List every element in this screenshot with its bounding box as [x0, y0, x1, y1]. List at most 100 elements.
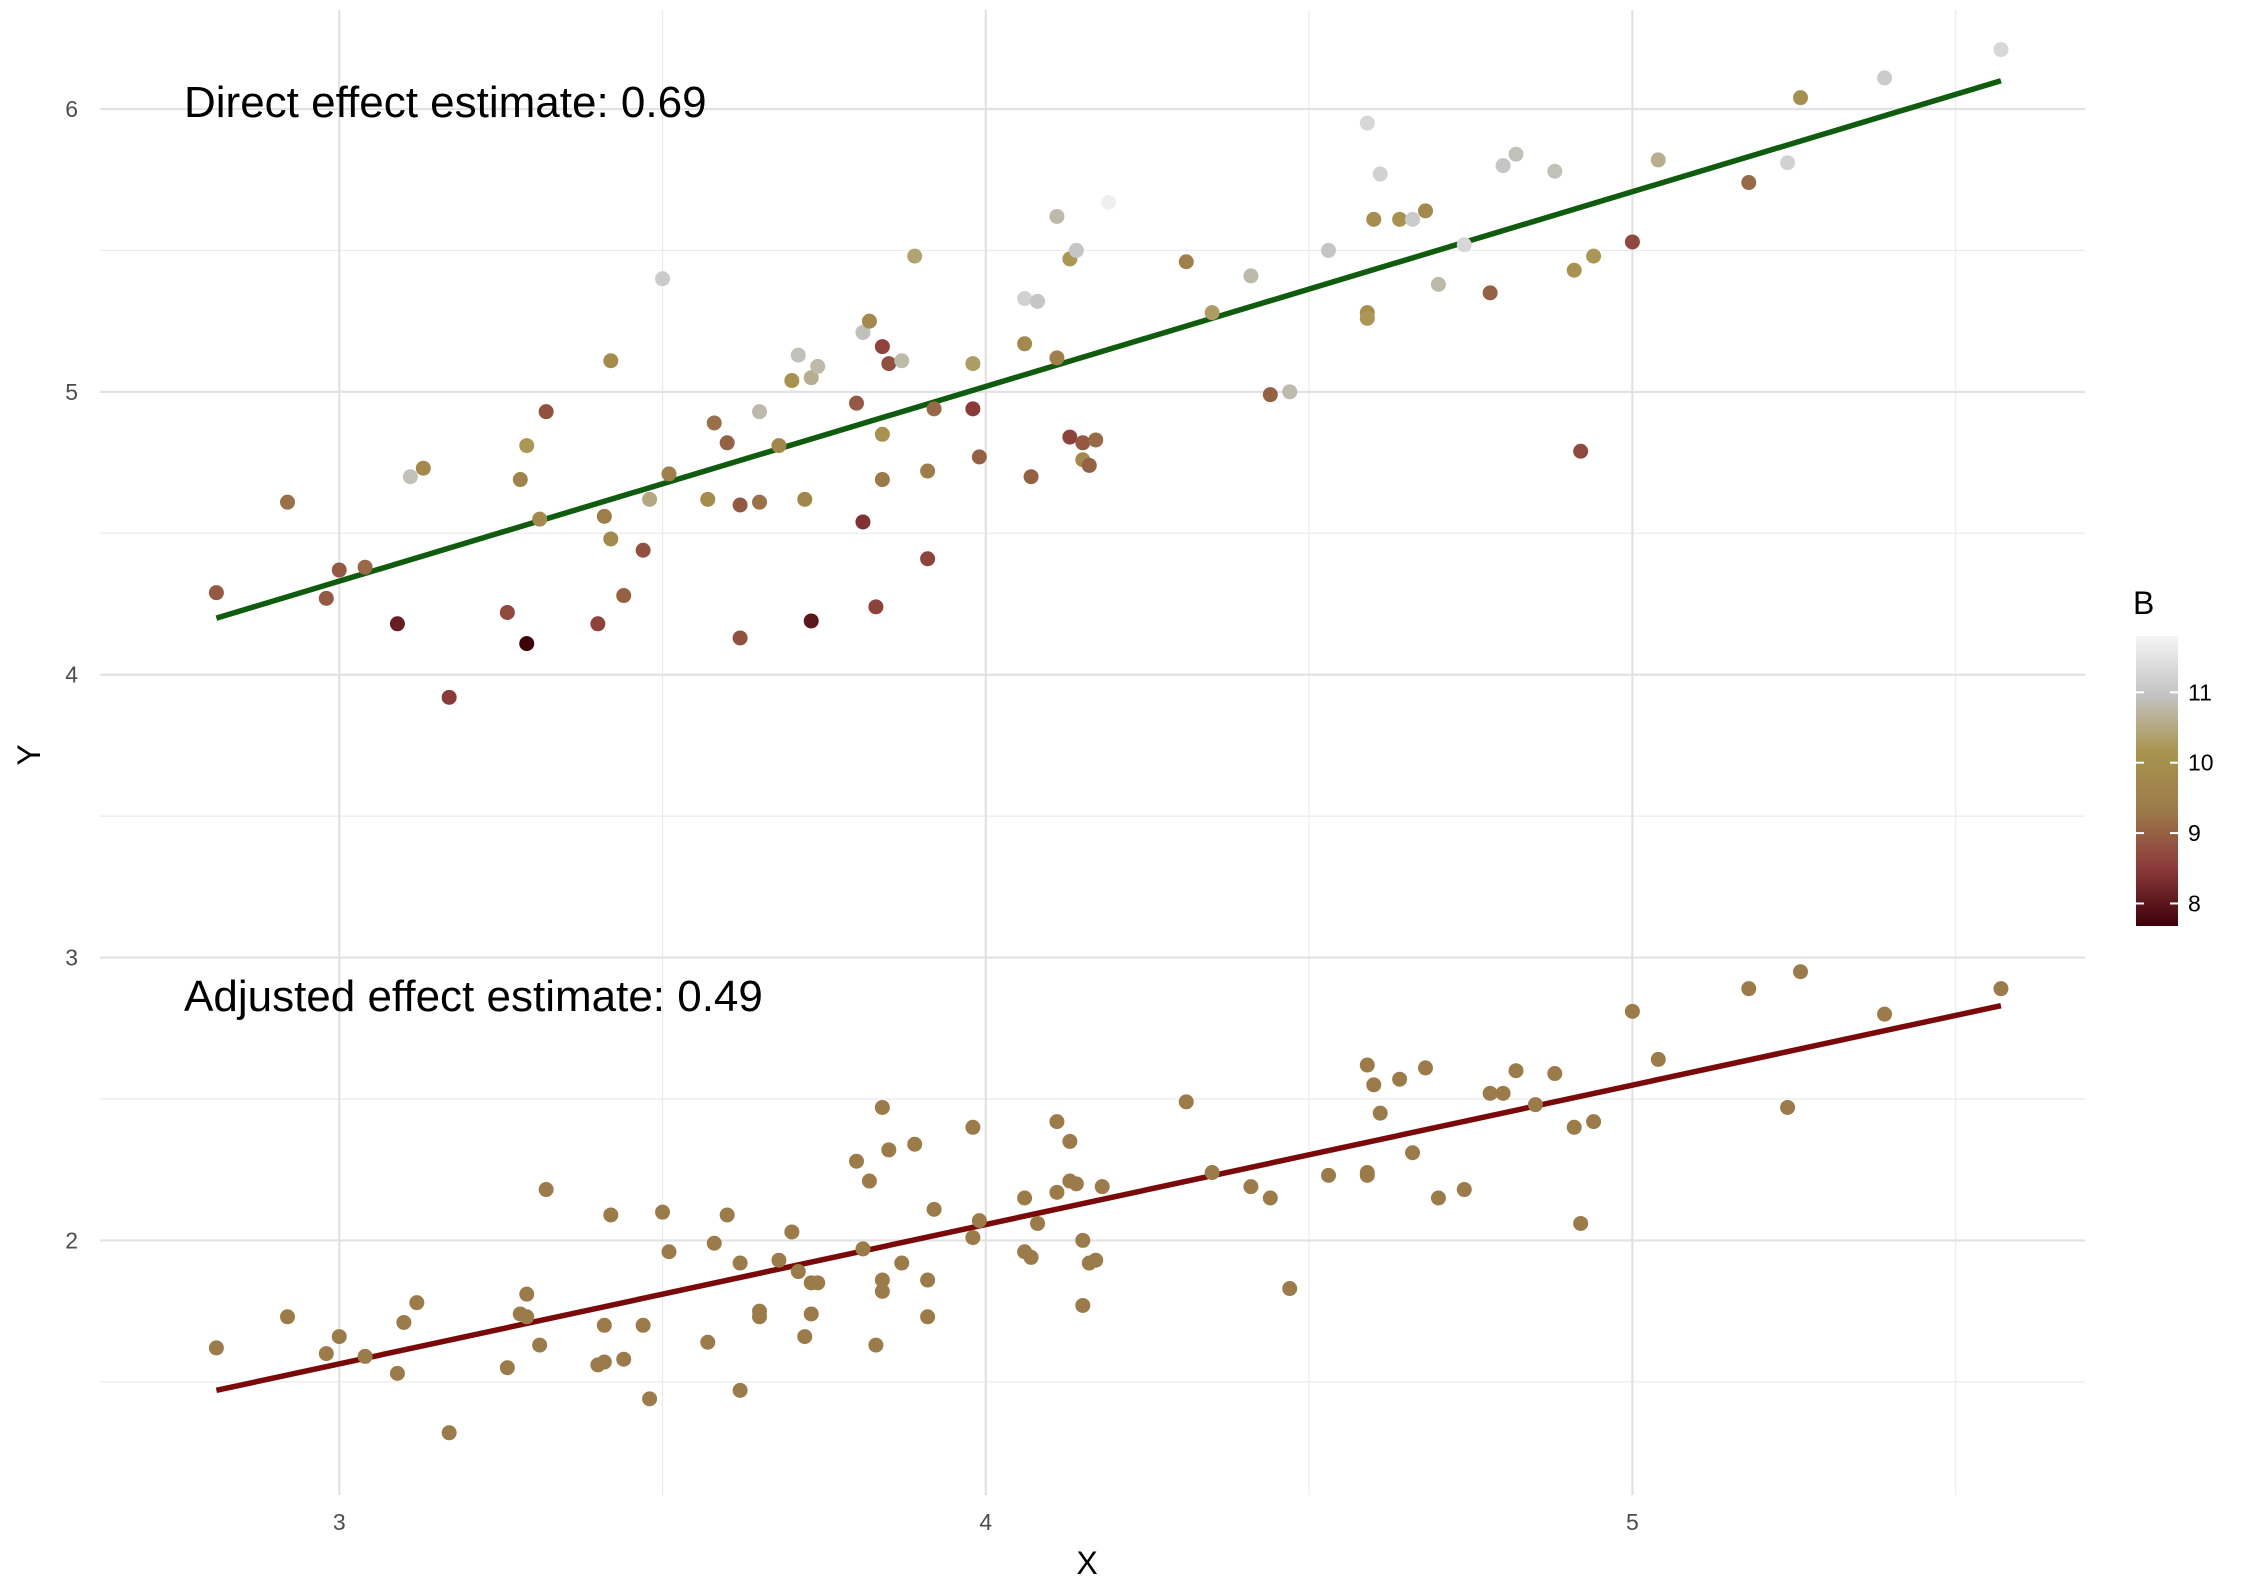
grid-major [100, 10, 2085, 1495]
adjusted-point [441, 1425, 457, 1441]
adjusted-point [409, 1295, 425, 1311]
direct-point [1178, 254, 1194, 270]
adjusted-point [1030, 1215, 1046, 1231]
adjusted-point [655, 1204, 671, 1220]
adjusted-point [1094, 1179, 1110, 1195]
adjusted-point [1508, 1063, 1524, 1079]
direct-point [512, 472, 528, 488]
direct-point [655, 271, 671, 287]
direct-point [642, 491, 658, 507]
adjusted-point [719, 1207, 735, 1223]
direct-point [1547, 163, 1563, 179]
adjusted-point [1068, 1176, 1084, 1192]
direct-point [519, 636, 535, 652]
direct-point [603, 353, 619, 369]
direct-point [920, 551, 936, 567]
adjusted-point [389, 1365, 405, 1381]
direct-point [1321, 242, 1337, 258]
adjusted-point [926, 1201, 942, 1217]
adjusted-point [1586, 1114, 1602, 1130]
direct-point [861, 313, 877, 329]
y-axis-title: Y [11, 744, 47, 765]
adjusted-point [1392, 1071, 1408, 1087]
direct-point [208, 585, 224, 601]
direct-point [797, 491, 813, 507]
direct-point [848, 395, 864, 411]
adjusted-point [790, 1264, 806, 1280]
adjusted-point [1359, 1057, 1375, 1073]
direct-point [616, 588, 632, 604]
adjusted-point [920, 1309, 936, 1325]
x-tick-labels: 3 4 5 [333, 1509, 1639, 1535]
adjusted-point [1075, 1297, 1091, 1313]
direct-point [1372, 166, 1388, 182]
adjusted-point [920, 1272, 936, 1288]
adjusted-point [1527, 1097, 1543, 1113]
adjusted-point [752, 1309, 768, 1325]
direct-point [1204, 305, 1220, 321]
adjusted-point [771, 1252, 787, 1268]
direct-point [752, 494, 768, 510]
direct-point [532, 511, 548, 527]
direct-point [790, 347, 806, 363]
adjusted-point [848, 1153, 864, 1169]
adjusted-point [868, 1337, 884, 1353]
adjusted-point [642, 1391, 658, 1407]
adjusted-point [1204, 1165, 1220, 1181]
adjusted-point [603, 1207, 619, 1223]
direct-point [1068, 242, 1084, 258]
x-tick-label: 3 [333, 1509, 346, 1535]
grid-minor [100, 10, 2085, 1495]
adjusted-point [861, 1173, 877, 1189]
direct-point [874, 339, 890, 355]
direct-point [855, 514, 871, 530]
adjusted-point [331, 1329, 347, 1345]
direct-point [357, 559, 373, 575]
adjusted-point [538, 1182, 554, 1198]
adjusted-point [706, 1235, 722, 1251]
adjusted-point [1282, 1281, 1298, 1297]
direct-point [1573, 443, 1589, 459]
y-tick-label: 5 [65, 379, 78, 405]
direct-point [1993, 42, 2009, 58]
adjusted-point [1023, 1249, 1039, 1265]
direct-point [1482, 285, 1498, 301]
adjusted-point [855, 1241, 871, 1257]
adjusted-point [1495, 1085, 1511, 1101]
direct-point [1456, 237, 1472, 253]
y-tick-label: 4 [65, 662, 78, 688]
adjusted-point [596, 1354, 612, 1370]
direct-point [519, 438, 535, 454]
adjusted-point [1372, 1105, 1388, 1121]
adjusted-point [732, 1382, 748, 1398]
adjusted-point [280, 1309, 296, 1325]
direct-point [1359, 115, 1375, 131]
direct-point [590, 616, 606, 632]
adjusted-point [396, 1314, 412, 1330]
adjusted-point [519, 1309, 535, 1325]
direct-point [1392, 211, 1408, 227]
direct-point [719, 435, 735, 451]
adjusted-point [596, 1317, 612, 1333]
direct-point [331, 562, 347, 578]
direct-point [1081, 457, 1097, 473]
adjusted-point [810, 1275, 826, 1291]
direct-point [1877, 70, 1893, 86]
adjusted-point [1780, 1099, 1796, 1115]
direct-point [803, 370, 819, 386]
direct-point [894, 353, 910, 369]
adjusted-point [1482, 1085, 1498, 1101]
adjusted-point [797, 1329, 813, 1345]
adjusted-point [1405, 1145, 1421, 1161]
adjusted-point [1417, 1060, 1433, 1076]
colorbar [2136, 636, 2178, 926]
direct-point [1017, 291, 1033, 307]
adjusted-point [1178, 1094, 1194, 1110]
adjusted-point [965, 1230, 981, 1246]
direct-point [1075, 435, 1091, 451]
adjusted-point [874, 1272, 890, 1288]
direct-point [706, 415, 722, 431]
adjusted-point [1049, 1114, 1065, 1130]
adjusted-point [1793, 964, 1809, 980]
